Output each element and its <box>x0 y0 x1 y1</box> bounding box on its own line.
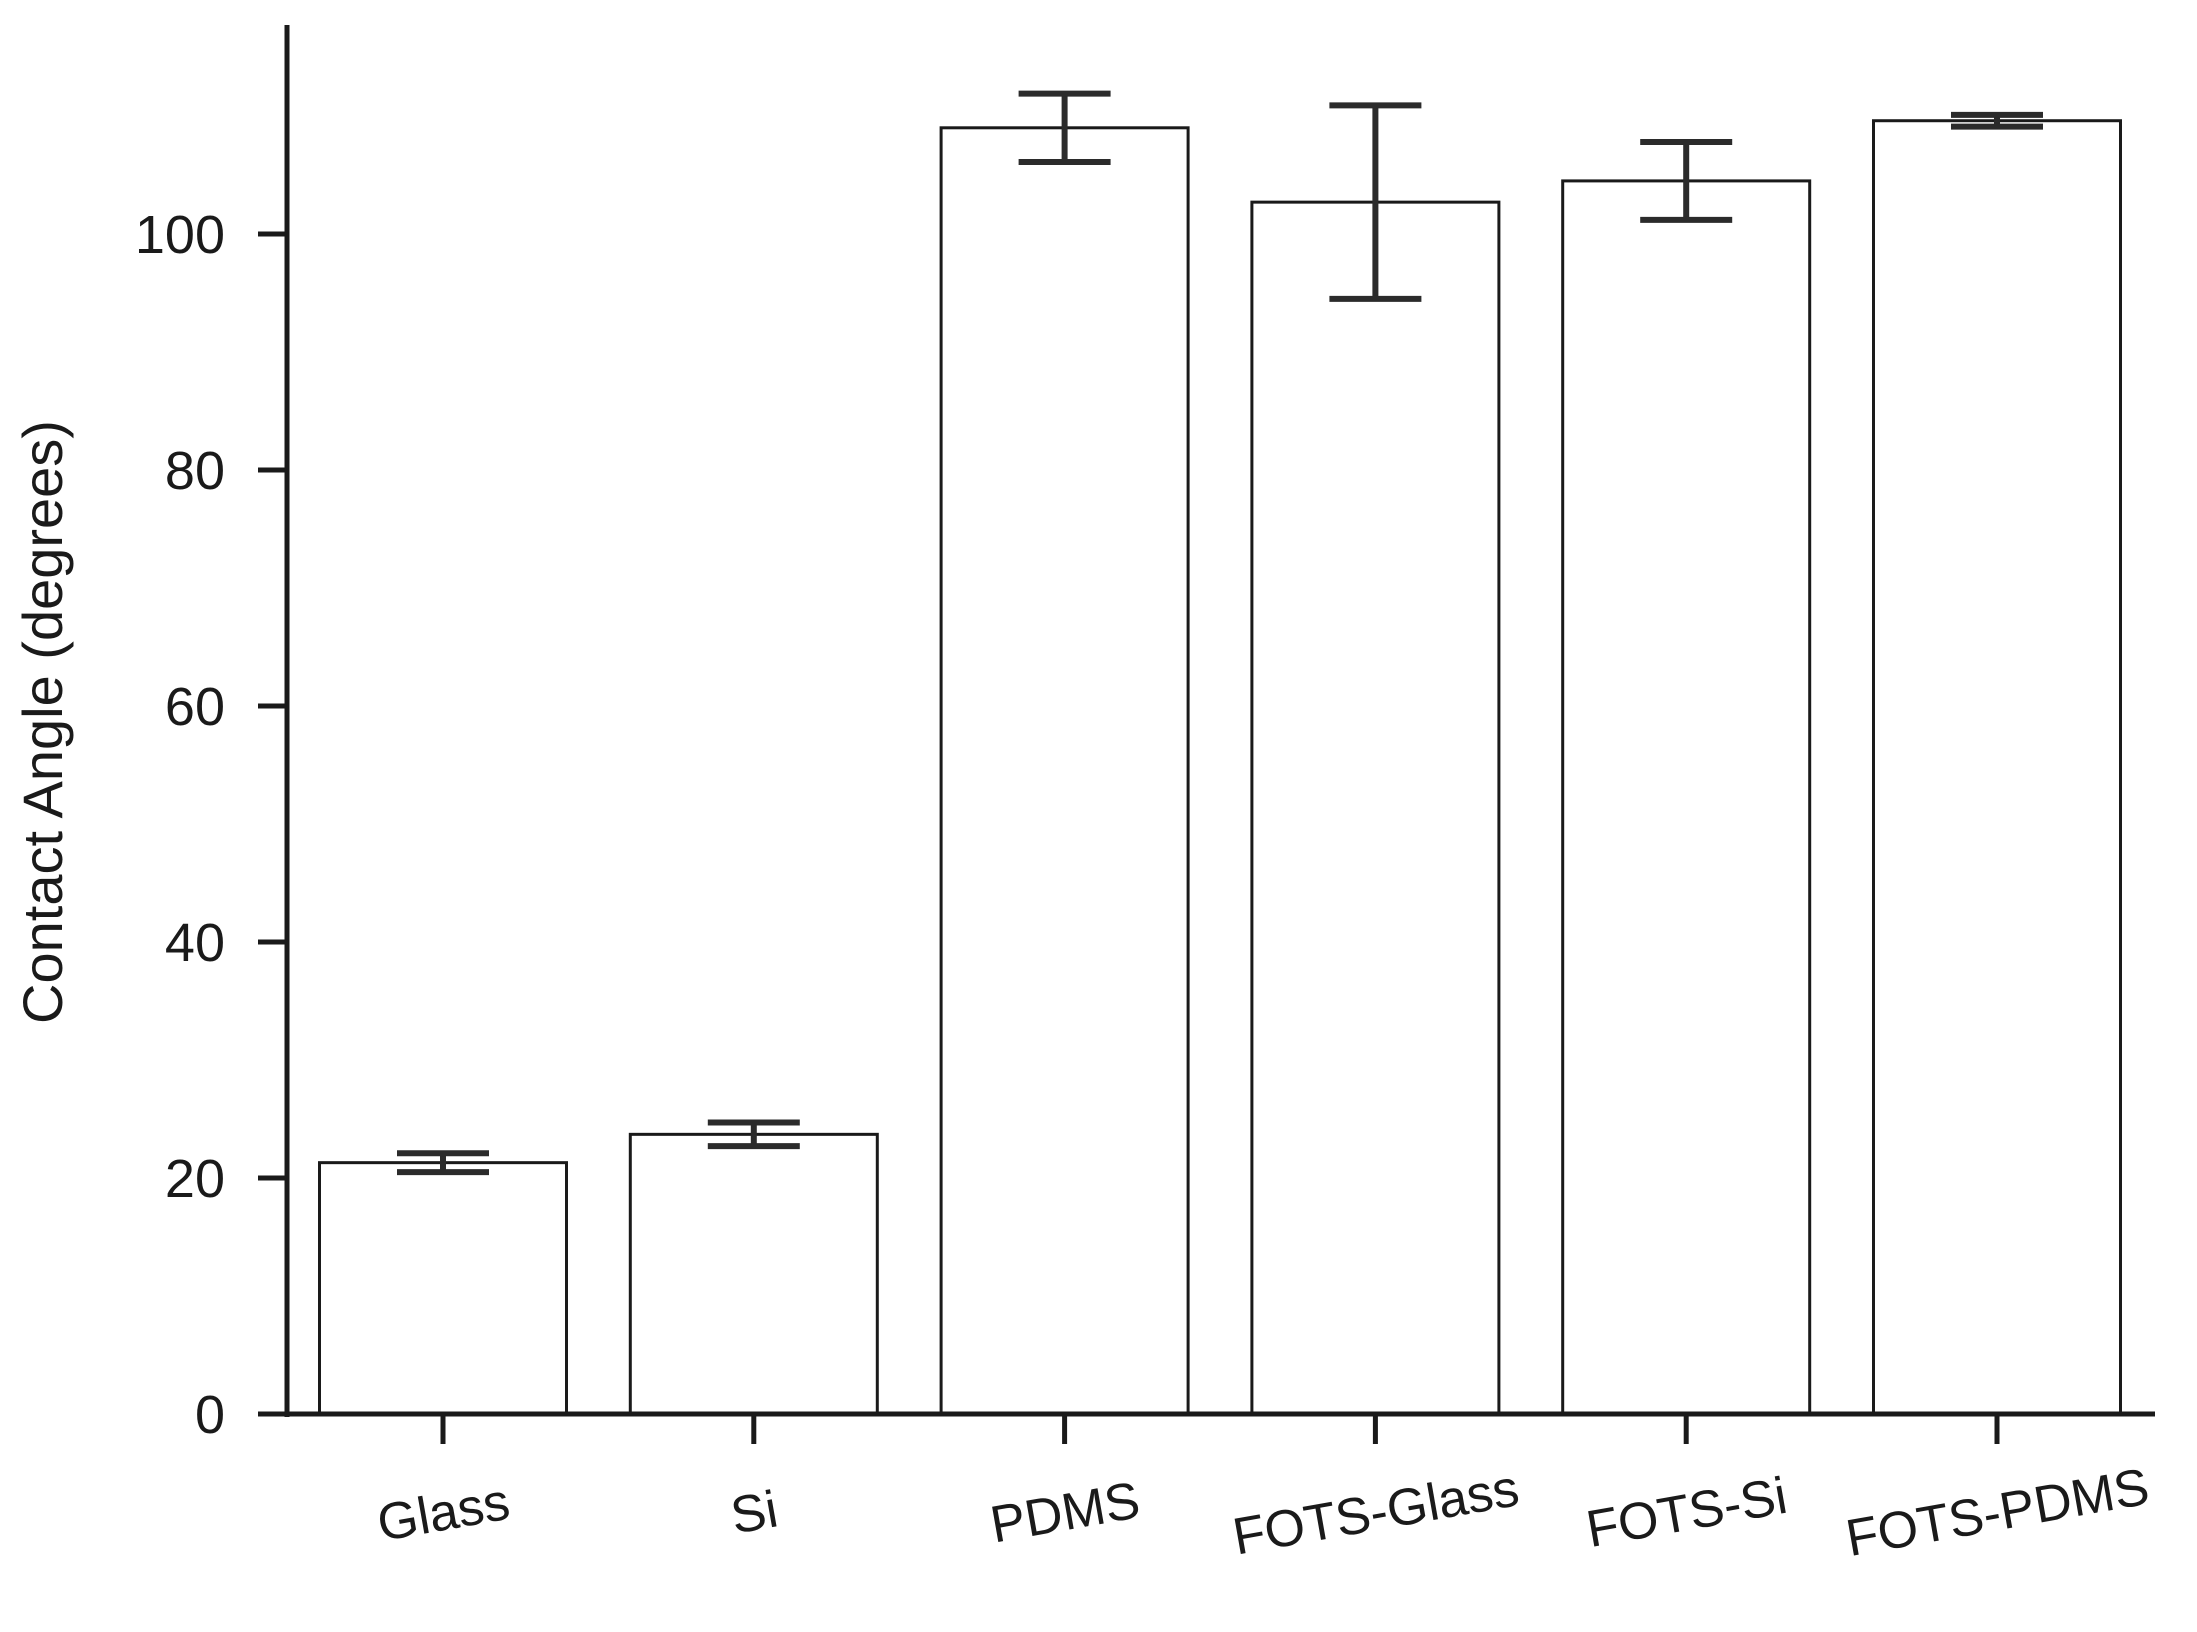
y-tick-label: 20 <box>165 1149 225 1209</box>
y-ticks: 0 20 40 60 80 100 <box>135 205 287 1445</box>
x-tick-label-si: Si <box>727 1480 783 1545</box>
bar-glass <box>318 1161 568 1416</box>
x-tick-label-glass: Glass <box>373 1473 514 1553</box>
error-bars-layer <box>397 90 2043 1176</box>
bar-si <box>628 1132 879 1416</box>
x-tick-label-pdms: PDMS <box>986 1471 1144 1554</box>
bar-fots-si <box>1561 179 1812 1416</box>
y-tick-label: 100 <box>135 205 225 265</box>
x-tick-label-fots-pdms: FOTS-PDMS <box>1842 1458 2154 1568</box>
y-tick-label: 0 <box>195 1385 225 1445</box>
x-tick-label-fots-glass: FOTS-Glass <box>1229 1459 1524 1566</box>
y-tick-label: 60 <box>165 677 225 737</box>
x-ticks: Glass Si PDMS FOTS-Glass FOTS-Si FOTS-PDMS <box>373 1414 2153 1568</box>
y-tick-label: 40 <box>165 913 225 973</box>
bar-fots-pdms <box>1872 119 2122 1416</box>
bars-layer <box>318 119 2122 1416</box>
y-tick-label: 80 <box>165 441 225 501</box>
x-tick-label-fots-si: FOTS-Si <box>1582 1467 1791 1559</box>
bar-fots-glass <box>1250 200 1501 1416</box>
bar-pdms <box>939 126 1190 1416</box>
y-axis-title: Contact Angle (degrees) <box>11 420 74 1024</box>
